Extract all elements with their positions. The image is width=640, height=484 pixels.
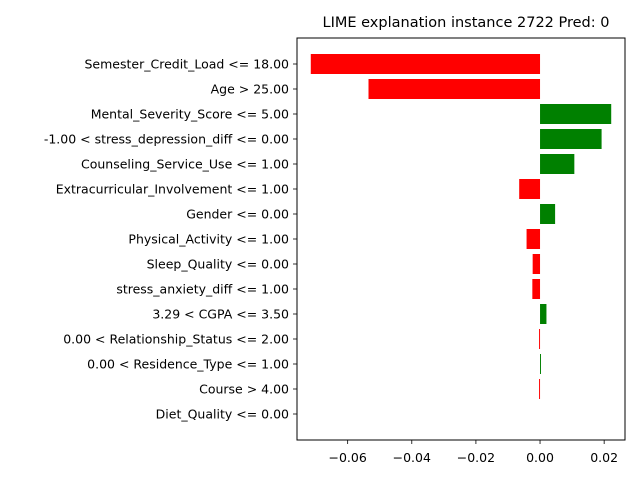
y-tick-label: Age > 25.00 [211, 82, 289, 97]
y-tick-label: stress_anxiety_diff <= 1.00 [116, 282, 289, 297]
x-tick-label: 0.00 [526, 450, 554, 465]
bar [526, 229, 541, 249]
chart-title: LIME explanation instance 2722 Pred: 0 [323, 15, 610, 31]
bar [540, 204, 556, 224]
x-tick-label: −0.04 [393, 450, 431, 465]
y-tick-label: Physical_Activity <= 1.00 [128, 232, 289, 247]
y-tick-label: Extracurricular_Involvement <= 1.00 [56, 182, 289, 197]
bar [539, 329, 541, 349]
y-tick-label: Gender <= 0.00 [186, 207, 289, 222]
bar [539, 379, 541, 399]
y-tick-label: 3.29 < CGPA <= 3.50 [152, 307, 289, 322]
y-tick-label: Semester_Credit_Load <= 18.00 [85, 57, 290, 72]
x-tick-label: −0.06 [329, 450, 367, 465]
bar [532, 279, 541, 299]
plot-frame [296, 37, 626, 441]
bar [540, 154, 575, 174]
bar [540, 304, 547, 324]
y-tick-label: 0.00 < Residence_Type <= 1.00 [87, 357, 289, 372]
y-tick-label: Sleep_Quality <= 0.00 [147, 257, 289, 272]
y-tick-label: -1.00 < stress_depression_diff <= 0.00 [44, 132, 289, 147]
bar [540, 129, 602, 149]
bar [540, 104, 612, 124]
y-tick-label: Mental_Severity_Score <= 5.00 [91, 107, 289, 122]
bar [519, 179, 541, 199]
y-tick-label: Counseling_Service_Use <= 1.00 [81, 157, 289, 172]
x-tick-label: 0.02 [590, 450, 618, 465]
y-tick-label: 0.00 < Relationship_Status <= 2.00 [63, 332, 289, 347]
bar [310, 54, 541, 74]
y-tick-label: Diet_Quality <= 0.00 [156, 407, 289, 422]
bar [532, 254, 541, 274]
y-tick-label: Course > 4.00 [199, 382, 289, 397]
y-tick-labels: Semester_Credit_Load <= 18.00 Age > 25.00… [44, 57, 297, 422]
bar [368, 79, 541, 99]
bar [540, 354, 541, 374]
x-tick-label: −0.02 [457, 450, 495, 465]
x-tick-labels: −0.06 −0.04 −0.02 0.00 0.02 [329, 440, 618, 465]
bars-layer [310, 54, 612, 399]
